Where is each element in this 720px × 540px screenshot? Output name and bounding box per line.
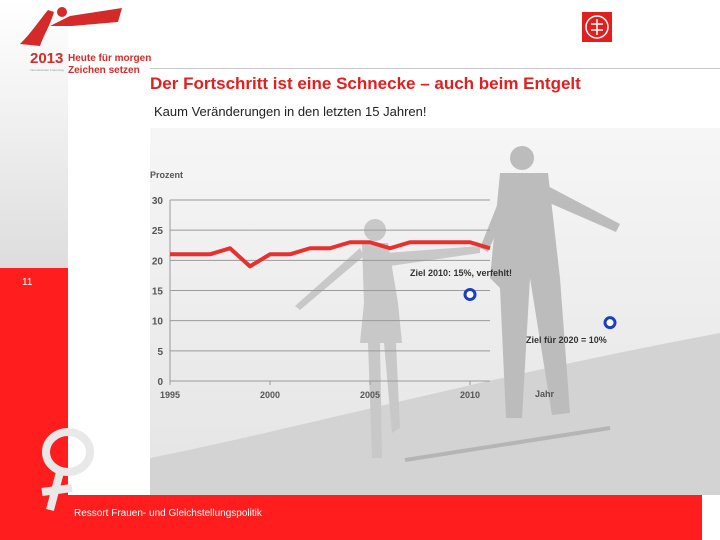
y-tick-label: 0 xyxy=(157,377,163,388)
slide-number: 11 xyxy=(22,277,33,288)
x-axis-label: Jahr xyxy=(535,389,555,399)
x-tick-label: 2000 xyxy=(260,390,280,400)
logo-year: 2013 xyxy=(30,50,64,67)
y-tick-label: 15 xyxy=(152,287,164,298)
venus-symbol-icon xyxy=(41,428,94,512)
y-tick-label: 10 xyxy=(152,317,164,328)
x-tick-label: 2005 xyxy=(360,390,380,400)
chart-photo: Prozent 0 5 10 15 20 25 30 1995 2000 2005 2010 Jahr Z… xyxy=(150,128,720,495)
y-tick-label: 20 xyxy=(152,256,164,267)
page-title: Der Fortschritt ist eine Schnecke – auch… xyxy=(150,74,581,93)
page-subtitle: Kaum Veränderungen in den letzten 15 Jah… xyxy=(154,104,427,119)
y-axis-label: Prozent xyxy=(150,170,183,180)
annotation-label: Ziel für 2020 = 10% xyxy=(526,335,607,345)
photo-man xyxy=(480,146,620,418)
photo-woman xyxy=(295,219,480,458)
footer-text: Ressort Frauen- und Gleichstellungspolit… xyxy=(74,508,262,519)
footer-corner xyxy=(702,495,720,540)
x-tick-label: 1995 xyxy=(160,390,180,400)
annotation-label: Ziel 2010: 15%, verfehlt! xyxy=(410,268,512,278)
photo-seesaw xyxy=(404,426,611,462)
union-logo-icon xyxy=(585,15,609,39)
target-marker xyxy=(603,316,617,330)
series-line xyxy=(170,240,491,269)
footer-band xyxy=(68,495,702,540)
x-tick-label: 2010 xyxy=(460,390,480,400)
photo-hill xyxy=(150,333,720,495)
y-tick-label: 5 xyxy=(157,347,163,358)
logo-slogan-line2: Zeichen setzen xyxy=(68,65,140,76)
target-marker xyxy=(463,288,477,301)
y-tick-label: 30 xyxy=(152,196,164,207)
y-tick-label: 25 xyxy=(152,226,164,237)
header-rule xyxy=(150,68,720,69)
logo-figure-icon xyxy=(20,7,122,46)
logo-slogan-line1: Heute für morgen xyxy=(68,53,152,64)
union-badge xyxy=(582,12,612,42)
logo-small-text: Internationaler Frauentag xyxy=(30,68,64,72)
